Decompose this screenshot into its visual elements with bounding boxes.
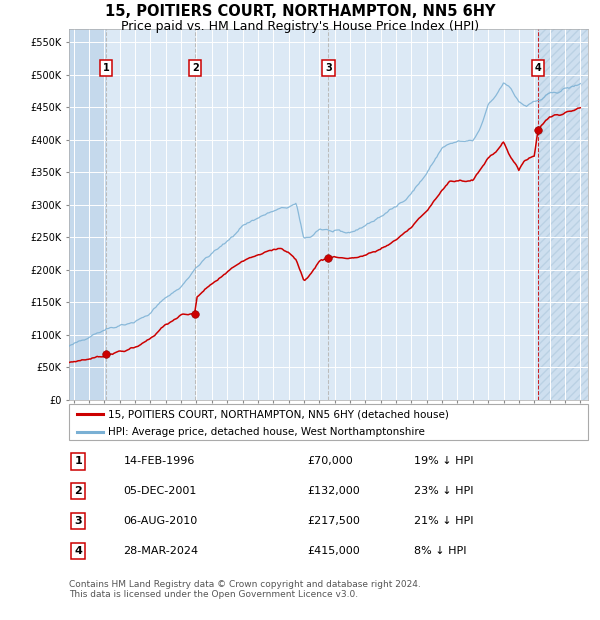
Text: 15, POITIERS COURT, NORTHAMPTON, NN5 6HY (detached house): 15, POITIERS COURT, NORTHAMPTON, NN5 6HY… [108,409,449,419]
Text: HPI: Average price, detached house, West Northamptonshire: HPI: Average price, detached house, West… [108,427,425,437]
Text: 06-AUG-2010: 06-AUG-2010 [124,516,198,526]
Text: 19% ↓ HPI: 19% ↓ HPI [414,456,473,466]
Text: Price paid vs. HM Land Registry's House Price Index (HPI): Price paid vs. HM Land Registry's House … [121,20,479,33]
Text: 21% ↓ HPI: 21% ↓ HPI [414,516,473,526]
Bar [69,29,106,400]
Text: Contains HM Land Registry data © Crown copyright and database right 2024.: Contains HM Land Registry data © Crown c… [69,580,421,589]
Text: 15, POITIERS COURT, NORTHAMPTON, NN5 6HY: 15, POITIERS COURT, NORTHAMPTON, NN5 6HY [105,4,495,19]
Text: 4: 4 [74,546,82,556]
Text: £217,500: £217,500 [308,516,361,526]
Text: 2: 2 [192,63,199,73]
Text: 3: 3 [74,516,82,526]
Text: 1: 1 [74,456,82,466]
Text: £70,000: £70,000 [308,456,353,466]
Text: £132,000: £132,000 [308,486,361,497]
Text: 23% ↓ HPI: 23% ↓ HPI [414,486,473,497]
Text: 3: 3 [325,63,332,73]
Text: 1: 1 [103,63,110,73]
Text: 4: 4 [535,63,541,73]
Text: 14-FEB-1996: 14-FEB-1996 [124,456,195,466]
Text: This data is licensed under the Open Government Licence v3.0.: This data is licensed under the Open Gov… [69,590,358,600]
FancyBboxPatch shape [69,404,588,440]
Bar [538,29,588,400]
Text: 2: 2 [74,486,82,497]
Text: 05-DEC-2001: 05-DEC-2001 [124,486,197,497]
Text: £415,000: £415,000 [308,546,361,556]
Text: 28-MAR-2024: 28-MAR-2024 [124,546,199,556]
Text: 8% ↓ HPI: 8% ↓ HPI [414,546,467,556]
